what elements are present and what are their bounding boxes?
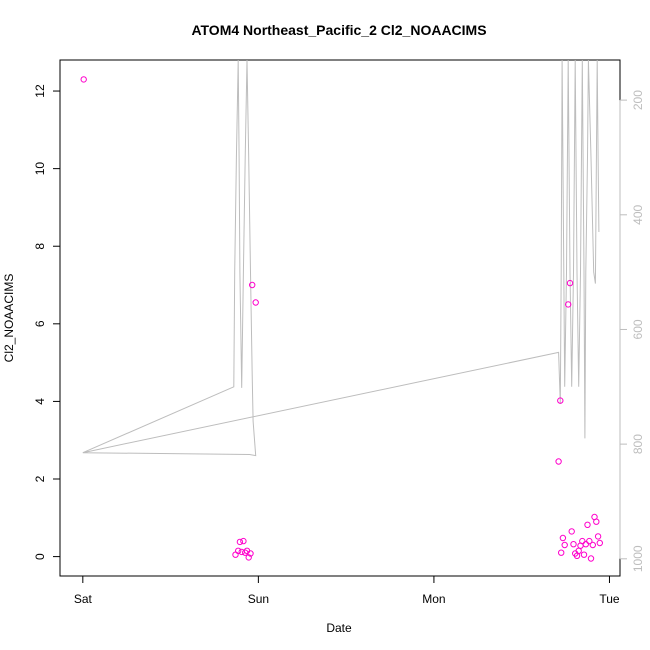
data-point [593, 518, 600, 525]
x-axis-label: Date [326, 621, 352, 635]
data-point [559, 534, 567, 542]
data-point [236, 538, 244, 546]
data-point [589, 541, 596, 549]
data-point [579, 537, 586, 545]
y-tick-label: 8 [33, 243, 47, 250]
data-point [235, 547, 242, 554]
data-point [232, 551, 239, 558]
data-point [558, 549, 565, 556]
data-point [565, 301, 572, 308]
y-axis-label: Cl2_NOAACIMS [2, 274, 16, 363]
x-tick-label: Sat [74, 592, 93, 606]
y-tick-label: 0 [33, 553, 47, 560]
data-points [80, 76, 603, 562]
y-tick-label: 6 [33, 320, 47, 327]
y-tick-label: 12 [33, 84, 47, 98]
data-point [557, 397, 564, 404]
x-tick-label: Sun [248, 592, 269, 606]
data-point [249, 281, 256, 289]
data-point [596, 539, 603, 547]
plot-area [59, 59, 621, 577]
data-point [584, 521, 591, 528]
data-point [580, 551, 588, 558]
data-point [586, 537, 593, 545]
data-point [252, 299, 259, 306]
y2-tick-label: 800 [631, 434, 645, 454]
data-point [594, 533, 602, 540]
data-point [561, 541, 568, 549]
data-point [568, 528, 575, 535]
data-point [247, 550, 254, 557]
data-point [587, 555, 595, 562]
y-axis: 0 2 4 6 8 10 12 [33, 84, 61, 560]
x-tick-label: Tue [599, 592, 620, 606]
y2-tick-label: 600 [631, 319, 645, 339]
x-axis: Sat Sun Mon Tue [74, 575, 620, 606]
y2-tick-label: 1000 [631, 545, 645, 572]
altitude-series [82, 59, 600, 457]
data-point [80, 76, 87, 83]
chart-title: ATOM4 Northeast_Pacific_2 Cl2_NOAACIMS [191, 22, 486, 38]
data-point [566, 279, 574, 287]
y2-tick-label: 200 [631, 90, 645, 110]
data-point [582, 541, 589, 548]
y2-axis: 200 400 600 800 1000 [619, 90, 645, 572]
y-tick-label: 4 [33, 398, 47, 405]
altitude-line [82, 59, 600, 457]
y-tick-label: 2 [33, 475, 47, 482]
data-point [240, 537, 247, 545]
x-tick-label: Mon [422, 592, 445, 606]
y-tick-label: 10 [33, 162, 47, 176]
data-point [570, 541, 577, 548]
data-point [245, 554, 252, 561]
y2-tick-label: 400 [631, 204, 645, 224]
data-point [555, 458, 562, 465]
